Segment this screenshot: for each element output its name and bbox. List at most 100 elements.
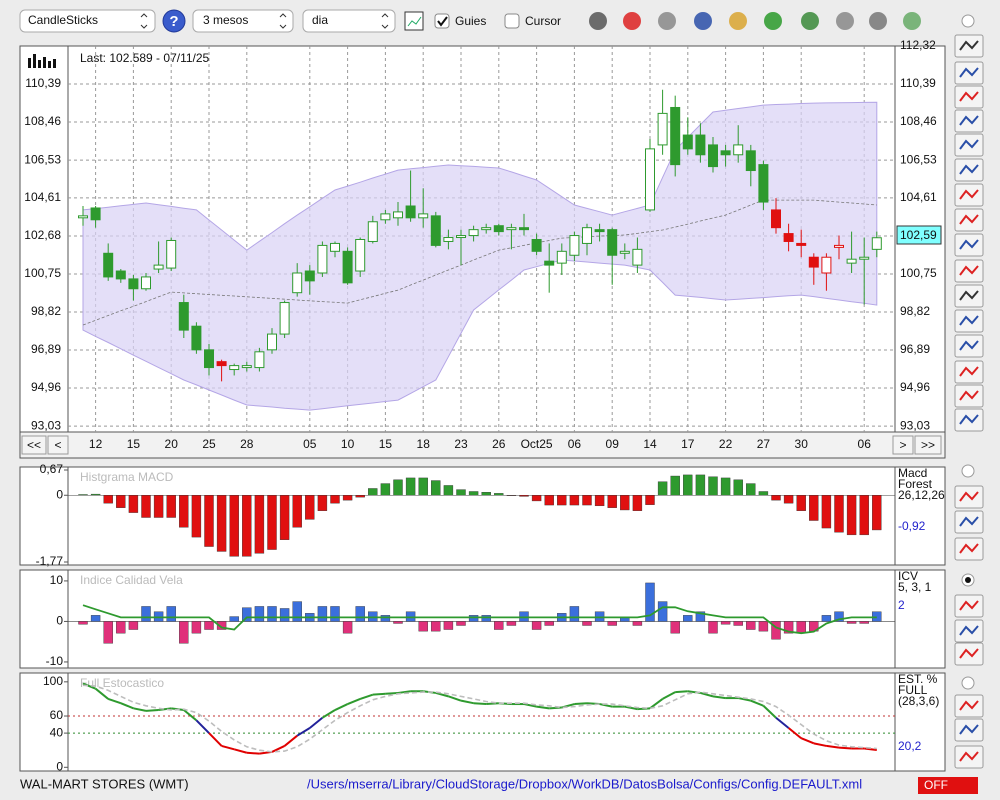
y-tick-label-right: 112,32 <box>900 38 936 52</box>
nav-button[interactable] <box>892 435 914 455</box>
config-path-link[interactable]: /Users/mserra/Library/CloudStorage/Dropb… <box>307 776 862 791</box>
histogram-bar <box>607 495 617 508</box>
stochastic-k-segment <box>221 744 235 751</box>
candle-body <box>682 134 693 150</box>
candle-body <box>859 256 870 260</box>
candle-body <box>204 349 214 369</box>
toolbar-icon <box>869 12 887 30</box>
histogram-bar <box>103 621 113 644</box>
radio-dot <box>965 577 971 583</box>
histogram-bar <box>557 495 567 506</box>
nav-button[interactable] <box>21 435 47 455</box>
candle-body <box>78 215 88 219</box>
status-box[interactable] <box>918 777 978 794</box>
y-tick-label: 0,67 <box>40 462 64 476</box>
x-tick-label: 05 <box>303 437 317 451</box>
histogram-bar <box>128 621 139 630</box>
histogram-bar <box>670 475 680 496</box>
candle-body <box>720 150 731 156</box>
histogram-bar <box>771 495 781 501</box>
cursor-label: Cursor <box>525 14 561 28</box>
stochastic-k-segment <box>158 707 172 712</box>
nav-button[interactable] <box>47 435 69 455</box>
sidebar-icon <box>959 414 979 425</box>
toolbar-icon <box>694 12 712 30</box>
stochastic-k-segment <box>246 751 260 755</box>
candle-body <box>695 134 706 156</box>
help-text: ? <box>169 13 178 30</box>
histogram-bar <box>204 495 214 547</box>
stochastic-k-segment <box>762 705 777 719</box>
sidebar-icon <box>959 648 979 659</box>
stochastic-k-segment <box>700 691 714 698</box>
candle-body <box>456 235 466 239</box>
y-tick-label-right: 100,75 <box>900 266 937 280</box>
stochastic-k-segment <box>183 709 198 722</box>
histogram-bar <box>683 615 693 622</box>
candle-body <box>771 209 781 229</box>
radio-button[interactable] <box>961 676 975 690</box>
histogram-bar <box>821 615 832 622</box>
histogram-bar <box>582 621 592 626</box>
radio-button[interactable] <box>961 464 975 478</box>
stochastic-k-segment <box>334 703 349 711</box>
y-tick-label: 0 <box>56 759 63 773</box>
histogram-bar <box>809 495 819 521</box>
histogram-bar <box>569 495 580 506</box>
nav-button-label: << <box>27 438 41 452</box>
stochastic-k-segment <box>359 693 374 700</box>
panel-title: Indice Calidad Vela <box>80 573 183 587</box>
candle-body <box>519 227 529 231</box>
interval-select[interactable] <box>302 9 396 33</box>
histogram-bar <box>821 495 832 529</box>
moving-average <box>82 199 877 326</box>
guides-checkbox[interactable] <box>434 13 450 29</box>
period-select[interactable] <box>192 9 294 33</box>
chart-icon-button[interactable] <box>404 11 424 31</box>
candle-body <box>128 278 139 290</box>
cursor-checkbox[interactable] <box>504 13 520 29</box>
stochastic-k-segment <box>107 697 122 705</box>
help-button[interactable] <box>162 9 186 33</box>
histogram-bar <box>78 494 88 496</box>
histogram-bar <box>216 495 227 552</box>
toolbar-icon <box>658 12 676 30</box>
y-tick-label: 104,61 <box>24 190 61 204</box>
stochastic-k-segment <box>624 705 638 711</box>
y-tick-label: 60 <box>50 708 64 722</box>
radio-button[interactable] <box>961 14 975 28</box>
stochastic-k-segment <box>372 692 386 696</box>
nav-button[interactable] <box>914 435 942 455</box>
histogram-bar <box>746 621 756 630</box>
histogram-bar <box>645 582 655 622</box>
sidebar-icon <box>959 751 979 762</box>
histogram-bar <box>859 495 869 536</box>
y-tick-label: 96,89 <box>31 342 61 356</box>
candle-body <box>115 270 126 280</box>
candle-body <box>594 229 605 233</box>
stochastic-k-segment <box>271 745 286 753</box>
candle-body <box>191 325 202 351</box>
candle-body <box>796 242 807 246</box>
stochastic-k-segment <box>712 695 726 700</box>
stochastic-k-segment <box>750 699 764 707</box>
stochastic-k-segment <box>385 691 399 695</box>
chart-type-select[interactable] <box>19 9 156 33</box>
sidebar-icon <box>959 139 979 150</box>
candle-body <box>783 233 794 242</box>
x-tick-label: 06 <box>858 437 872 451</box>
candle-body <box>506 227 517 231</box>
candle-body <box>355 238 366 272</box>
histogram-bar <box>267 606 277 622</box>
sidebar-icon <box>959 40 979 51</box>
select-chevron <box>279 13 287 29</box>
sidebar-icon <box>959 67 979 78</box>
histogram-bar <box>153 495 164 518</box>
select-chevron <box>140 13 148 29</box>
histogram-bar <box>242 495 252 557</box>
candle-body <box>556 250 567 264</box>
histogram-bar <box>620 495 630 511</box>
toolbar-icon <box>836 12 854 30</box>
histogram-bar <box>405 477 416 496</box>
